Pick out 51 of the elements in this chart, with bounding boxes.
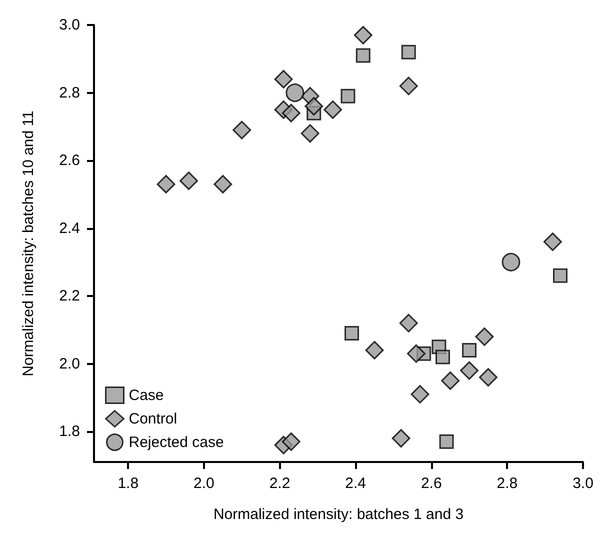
point [401,44,416,60]
y-tick-label: 2.4 [59,220,80,237]
point [354,26,372,44]
legend-label: Rejected case [128,434,224,451]
y-tick-label: 2.0 [59,355,80,372]
point [282,104,300,122]
x-tick-label: 1.8 [118,475,139,492]
x-tick-label: 2.4 [345,475,366,492]
point [460,361,479,380]
point [344,326,360,341]
point [282,432,300,451]
point [502,252,520,272]
point [300,124,320,143]
x-tick-label: 2.6 [420,475,442,492]
x-tick-label: 2.8 [496,475,518,492]
point [410,385,430,404]
point [180,172,198,190]
x-tick-label: 2.0 [194,475,214,492]
point [439,434,454,449]
point [478,368,498,387]
point [286,84,304,102]
y-tick-label: 1.8 [59,423,80,440]
point [324,100,342,119]
point [462,342,477,358]
point [435,350,450,364]
point [274,70,293,88]
point [441,371,460,390]
legend-label: Case [128,386,164,404]
y-axis-title: Normalized intensity: batches 10 and 11 [20,110,37,376]
point [399,314,418,332]
x-tick-label: 2.2 [269,475,290,492]
x-axis-title: Normalized intensity: batches 1 and 3 [213,506,464,523]
point [553,268,568,283]
point [365,340,384,360]
y-tick-label: 2.6 [59,152,80,170]
point [214,174,232,194]
point [475,327,494,346]
point [543,232,562,252]
point [406,344,426,363]
y-tick-label: 2.2 [59,288,80,305]
point [304,97,324,116]
point [356,48,370,63]
point [340,88,356,104]
point [156,174,176,194]
point [392,429,410,448]
x-tick-label: 3.0 [572,475,594,492]
point [232,120,252,140]
legend-label: Control [128,410,178,428]
point [399,76,418,96]
y-tick-label: 2.8 [59,84,80,102]
y-tick-label: 3.0 [59,16,80,34]
